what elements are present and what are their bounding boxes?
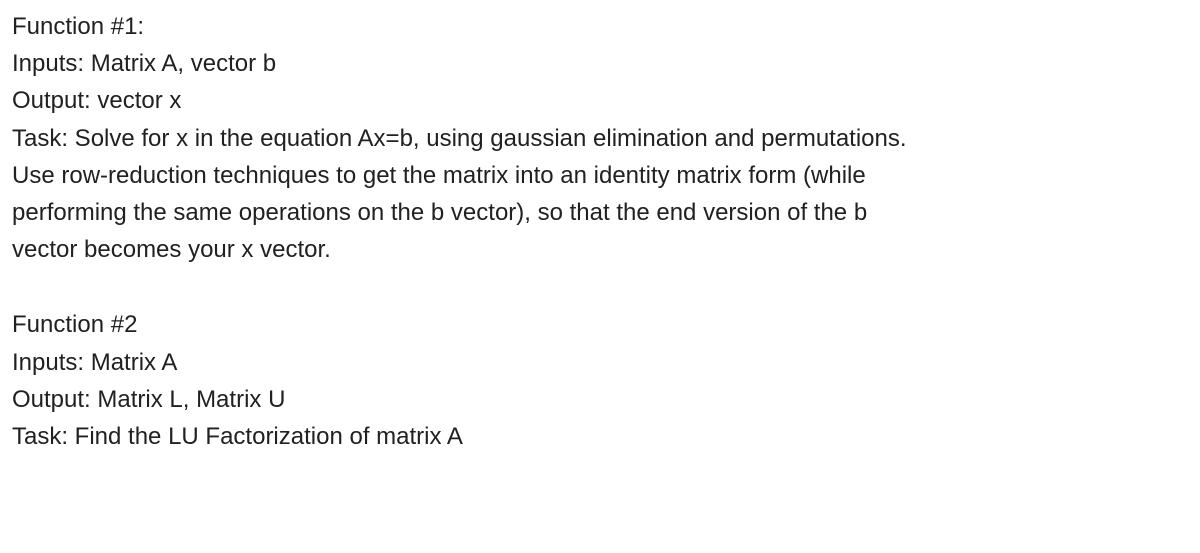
function2-header: Function #2 [12, 306, 1188, 343]
function2-output: Output: Matrix L, Matrix U [12, 381, 1188, 418]
function2-inputs: Inputs: Matrix A [12, 344, 1188, 381]
function1-header: Function #1: [12, 8, 1188, 45]
function2-section: Function #2 Inputs: Matrix A Output: Mat… [12, 306, 1188, 455]
function2-task: Task: Find the LU Factorization of matri… [12, 418, 1188, 455]
document-body: Function #1: Inputs: Matrix A, vector b … [12, 8, 1188, 455]
section-divider [12, 268, 1188, 306]
function1-task-line2: Use row-reduction techniques to get the … [12, 157, 1188, 194]
function1-task-line1: Task: Solve for x in the equation Ax=b, … [12, 120, 1188, 157]
function1-task-line4: vector becomes your x vector. [12, 231, 1188, 268]
function1-inputs: Inputs: Matrix A, vector b [12, 45, 1188, 82]
function1-task-line3: performing the same operations on the b … [12, 194, 1188, 231]
function1-output: Output: vector x [12, 82, 1188, 119]
function1-section: Function #1: Inputs: Matrix A, vector b … [12, 8, 1188, 268]
